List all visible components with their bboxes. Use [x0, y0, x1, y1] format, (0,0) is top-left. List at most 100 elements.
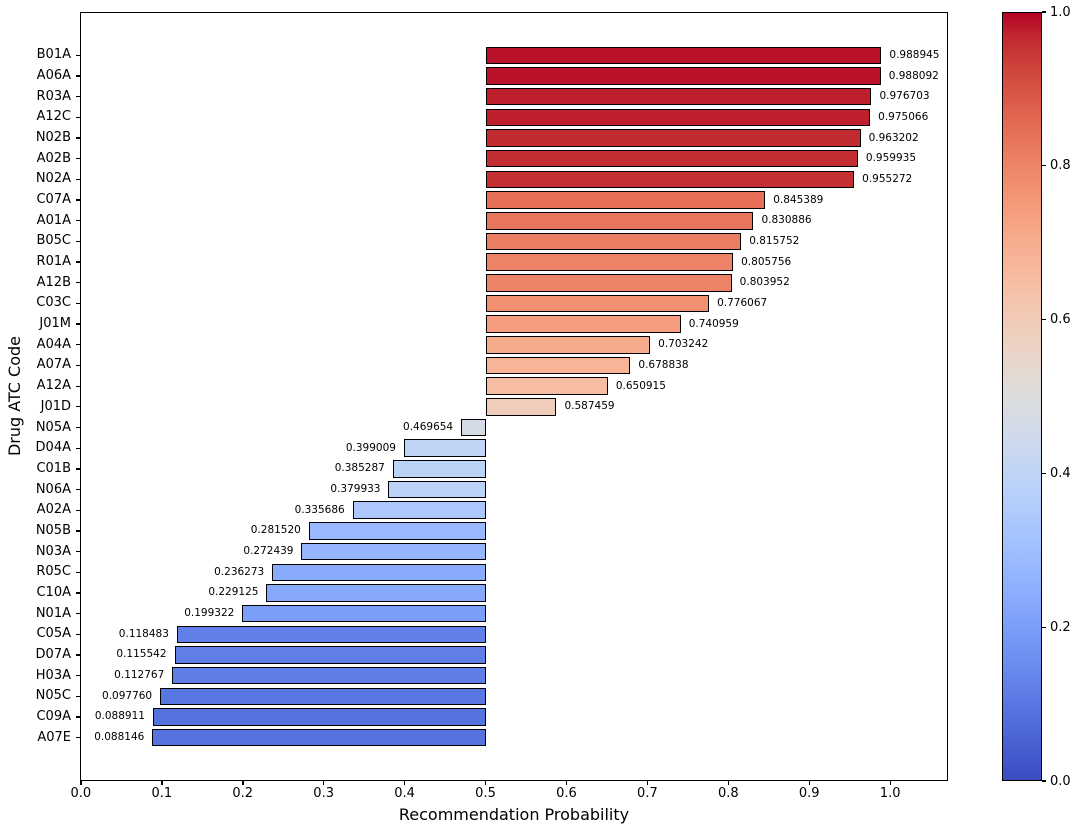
bar-value-label: 0.236273 [214, 565, 265, 578]
y-tick [76, 364, 80, 367]
y-tick-label-A07A: A07A [36, 357, 71, 373]
bar-N05A [461, 418, 486, 437]
y-tick-label-R05C: R05C [36, 564, 71, 580]
bar-value-label: 0.399009 [345, 441, 396, 454]
y-tick-label-C03C: C03C [36, 295, 71, 311]
bar-value-label: 0.830886 [761, 214, 812, 227]
bar-B01A [485, 46, 882, 65]
y-tick-label-H03A: H03A [35, 667, 71, 683]
bar-value-label: 0.959935 [865, 152, 917, 165]
y-tick [76, 344, 80, 346]
bar-value-label: 0.805756 [741, 255, 792, 268]
bar-N05B [308, 522, 486, 540]
y-tick [76, 695, 80, 697]
bar-A12B [485, 274, 732, 292]
y-tick-label-C09A: C09A [36, 708, 71, 724]
y-tick [76, 240, 80, 243]
y-tick [76, 426, 80, 429]
y-tick-label-C01B: C01B [36, 460, 71, 476]
x-tick-label: 1.0 [879, 786, 901, 801]
bar-value-label: 0.988945 [889, 48, 940, 61]
bar-C01B [392, 460, 486, 478]
bar-C10A [266, 584, 486, 602]
bar-value-label: 0.955272 [862, 172, 913, 185]
colorbar-tick [1042, 11, 1046, 13]
colorbar-tick-label: 0.4 [1050, 465, 1071, 481]
y-tick [76, 302, 80, 305]
colorbar-tick-label: 0.6 [1050, 312, 1071, 328]
colorbar-tick-label: 1.0 [1050, 4, 1071, 20]
colorbar-tick-label: 0.2 [1050, 619, 1071, 635]
y-tick [76, 323, 80, 325]
y-tick [76, 654, 80, 656]
y-tick [76, 54, 80, 56]
y-tick [76, 509, 80, 511]
colorbar-tick-label: 0.8 [1050, 158, 1071, 174]
bar-R05C [272, 563, 486, 581]
colorbar-tick [1042, 165, 1046, 167]
y-tick [76, 488, 80, 491]
x-tick [80, 781, 82, 785]
y-tick-label-A02B: A02B [36, 150, 71, 166]
bar-A07E [152, 728, 486, 747]
bar-value-label: 0.335686 [294, 503, 345, 516]
x-tick [242, 781, 244, 785]
bar-value-label: 0.112767 [114, 669, 165, 682]
bar-R01A [485, 253, 734, 271]
bar-D07A [174, 646, 486, 664]
bar-value-label: 0.650915 [615, 379, 666, 392]
bar-value-label: 0.815752 [749, 234, 800, 247]
y-tick [76, 737, 80, 739]
bar-value-label: 0.988092 [888, 69, 939, 82]
x-tick-label: 0.6 [556, 786, 577, 801]
bar-value-label: 0.703242 [658, 338, 709, 351]
bar-value-label: 0.975066 [878, 110, 929, 123]
y-tick-label-D07A: D07A [35, 646, 71, 662]
bar-C03C [485, 294, 710, 313]
colorbar-tick [1042, 626, 1046, 628]
colorbar-tick [1042, 472, 1046, 475]
bar-value-label: 0.587459 [564, 400, 615, 413]
y-tick [76, 530, 80, 532]
y-tick-label-N03A: N03A [35, 543, 71, 559]
bar-value-label: 0.803952 [739, 276, 790, 289]
y-axis-title: Drug ATC Code [5, 335, 24, 457]
bar-B05C [485, 232, 742, 251]
y-tick [76, 96, 80, 98]
bar-value-label: 0.088911 [94, 710, 145, 723]
y-tick-label-A12B: A12B [36, 274, 71, 290]
y-tick [76, 261, 80, 263]
y-tick-label-B05C: B05C [36, 233, 71, 249]
x-tick-label: 0.4 [394, 786, 415, 801]
colorbar [1002, 12, 1042, 781]
y-tick-label-N01A: N01A [35, 605, 71, 621]
y-tick-label-C05A: C05A [36, 626, 71, 642]
y-tick [76, 447, 80, 449]
x-axis-title: Recommendation Probability [398, 805, 630, 824]
x-tick [889, 781, 891, 785]
bar-C09A [152, 708, 486, 726]
bar-N06A [388, 480, 486, 499]
y-tick [76, 220, 80, 222]
bar-value-label: 0.199322 [184, 607, 235, 620]
bar-A12A [485, 377, 608, 395]
bar-N02A [485, 170, 855, 189]
y-tick [76, 592, 80, 594]
bar-A12C [485, 108, 871, 127]
x-tick [727, 781, 730, 785]
bar-value-label: 0.776067 [717, 296, 768, 309]
y-tick-label-J01M: J01M [39, 316, 71, 332]
y-tick-label-A04A: A04A [36, 336, 71, 352]
y-tick-label-D04A: D04A [35, 440, 71, 456]
y-tick [76, 633, 80, 635]
bar-value-label: 0.385287 [334, 462, 385, 475]
bar-value-label: 0.115542 [116, 648, 167, 661]
y-tick [76, 137, 80, 139]
bar-value-label: 0.740959 [688, 317, 739, 330]
bar-A02A [352, 501, 486, 519]
bar-D04A [403, 439, 486, 457]
x-tick-label: 0.5 [475, 786, 496, 801]
bar-value-label: 0.379933 [330, 483, 381, 496]
bar-A01A [485, 212, 754, 230]
colorbar-tick [1042, 318, 1046, 321]
